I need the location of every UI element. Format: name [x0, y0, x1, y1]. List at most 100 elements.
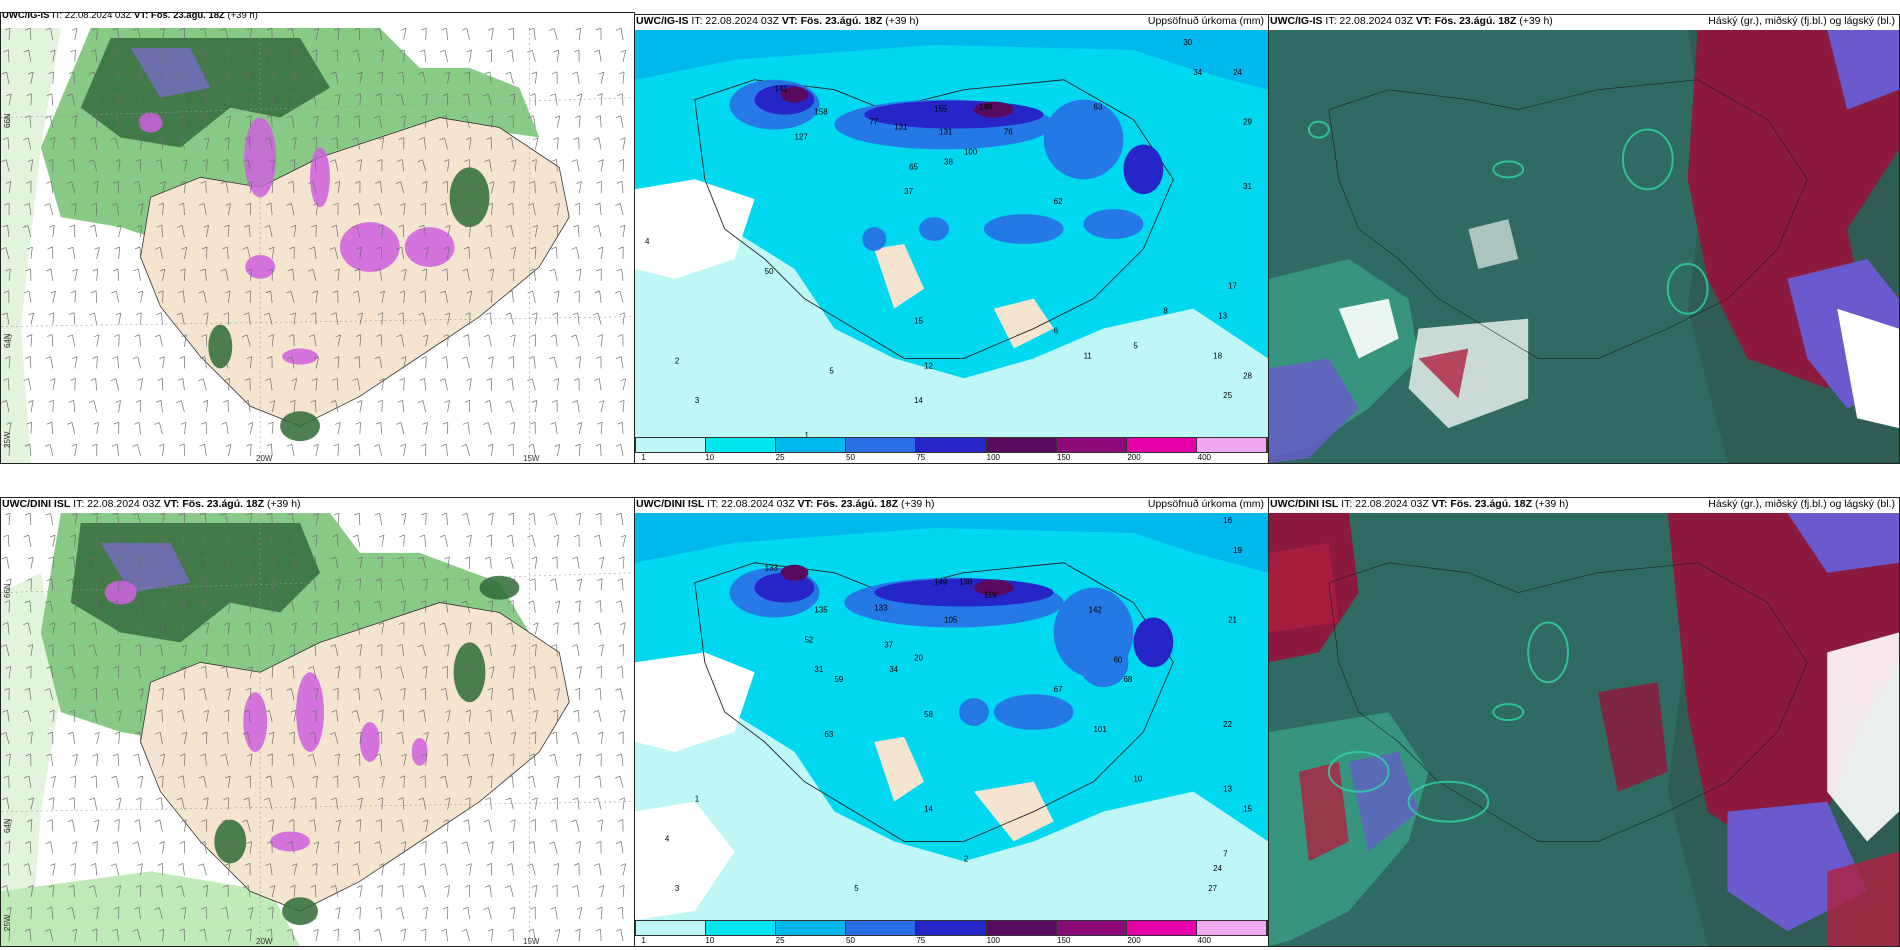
wind-barb [71, 443, 77, 457]
wind-barb [66, 907, 76, 920]
vt-label: VT: [134, 12, 149, 21]
wind-barb [290, 71, 296, 84]
wind-barb [72, 753, 78, 766]
wind-barb [575, 841, 581, 854]
wind-barb [378, 709, 384, 723]
wind-barb [309, 731, 317, 744]
wind-barb [550, 578, 558, 591]
init-time: IT: 22.08.2024 03Z [707, 498, 795, 510]
wind-barb [313, 513, 320, 526]
wind-barb [45, 356, 54, 369]
wind-barb [71, 202, 77, 216]
wind-barb [268, 578, 274, 591]
wind-barb [222, 71, 229, 84]
wind-barb [508, 753, 515, 766]
wind-barb [598, 400, 605, 413]
wind-barb [158, 775, 164, 788]
wind-barb [422, 334, 429, 347]
wind-barb [551, 556, 558, 569]
wind-barb [287, 753, 295, 766]
wind-barb [398, 137, 405, 150]
wind-barb [354, 268, 361, 281]
wind-barb [133, 93, 141, 106]
svg-text:62: 62 [1054, 197, 1063, 206]
wind-barb [400, 115, 406, 128]
wind-barb [4, 928, 10, 942]
wind-barb [1, 312, 10, 325]
wind-barb [179, 753, 186, 766]
wind-barb [355, 421, 361, 435]
wind-barb [28, 71, 34, 84]
panel-title-clouds: Háský (gr.), miðský (fj.bl.) og lágský (… [1708, 498, 1895, 510]
colorbar-swatch [1196, 438, 1267, 452]
wind-barb [527, 863, 536, 876]
panel-bottom-precip: UWC/DINI ISL IT: 22.08.2024 03Z VT: Fös.… [634, 497, 1269, 947]
wind-barb [462, 93, 470, 106]
wind-barb [484, 400, 492, 413]
wind-barb [28, 400, 34, 413]
wind-barb [620, 863, 627, 876]
wind-barb [510, 246, 517, 260]
wind-barb [242, 644, 251, 657]
wind-barb [617, 93, 624, 106]
wind-barb [134, 246, 141, 259]
wind-barb [179, 600, 185, 613]
wind-barb [112, 268, 119, 281]
wind-barb [88, 400, 98, 413]
wind-barb [510, 819, 516, 832]
wind-barb [201, 906, 207, 920]
wind-barb [25, 28, 32, 40]
wind-barb [354, 356, 361, 369]
wind-barb [615, 928, 624, 942]
wind-barb [616, 513, 624, 525]
lat-label-64n: 64N [3, 818, 12, 833]
wind-barb [90, 534, 98, 547]
wind-barb [269, 71, 276, 84]
wind-barb [551, 246, 558, 259]
wind-barb [112, 28, 119, 40]
wind-barb [357, 312, 363, 325]
colorbar-tick-label: 75 [916, 453, 926, 462]
wind-barb [509, 578, 516, 591]
wind-barb [442, 906, 449, 920]
wind-barb [616, 666, 624, 679]
wind-barb [242, 246, 251, 260]
wind-barb [422, 819, 429, 832]
init-time: IT: 22.08.2024 03Z [691, 15, 779, 27]
wind-barb [532, 709, 538, 723]
wind-barb [93, 334, 100, 347]
wind-barb [265, 775, 273, 788]
wind-barb [576, 422, 583, 435]
wind-barb [379, 290, 385, 303]
wind-barb [355, 819, 362, 832]
wind-barb [400, 28, 407, 41]
wind-barb [575, 268, 582, 281]
wind-barb [291, 622, 297, 635]
map-graphic [1269, 513, 1899, 946]
wind-barb [71, 928, 77, 942]
wind-barb [156, 224, 163, 238]
wind-barb [4, 600, 10, 613]
wind-barb [554, 115, 561, 128]
svg-text:29: 29 [1243, 118, 1252, 127]
wind-barb [132, 929, 141, 942]
wind-barb [155, 644, 163, 657]
wind-barb [111, 688, 119, 701]
wind-barb [26, 334, 33, 347]
wind-barb [509, 666, 515, 679]
wind-barb [158, 115, 165, 128]
wind-barb [417, 71, 426, 84]
vt-label: VT: [163, 498, 180, 510]
wind-barb [312, 775, 318, 788]
wind-barb [615, 688, 624, 701]
wind-barb [464, 399, 471, 413]
wind-barb [395, 666, 405, 679]
wind-barb [45, 600, 54, 613]
wind-barb [223, 312, 229, 325]
wind-barb [618, 885, 625, 898]
wind-barb [420, 443, 427, 457]
svg-text:2: 2 [675, 356, 680, 365]
wind-barb [243, 71, 251, 84]
wind-barb [531, 71, 538, 84]
wind-barb [287, 268, 295, 281]
